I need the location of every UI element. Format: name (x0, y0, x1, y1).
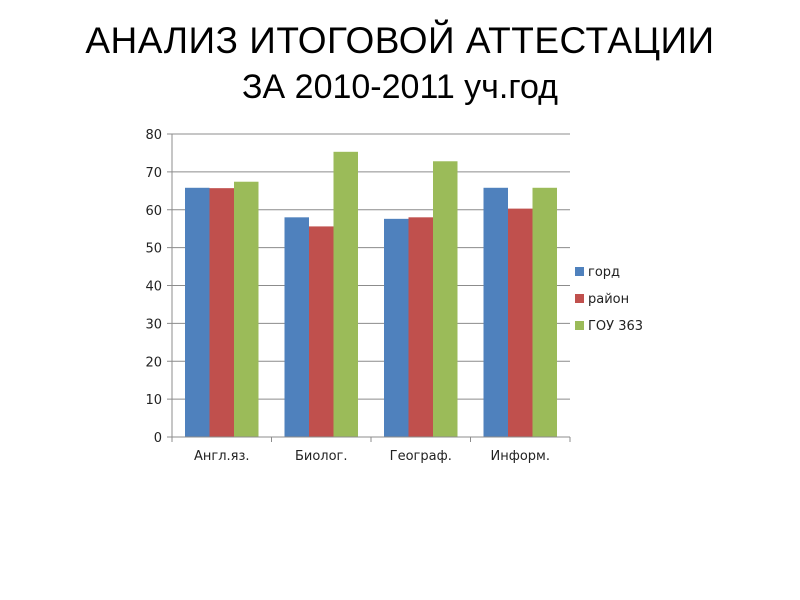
slide-title: АНАЛИЗ ИТОГОВОЙ АТТЕСТАЦИИ ЗА 2010-2011 … (0, 18, 800, 110)
bar-2-3 (408, 217, 433, 437)
title-line-1: АНАЛИЗ ИТОГОВОЙ АТТЕСТАЦИИ (85, 20, 715, 61)
bar-3-2 (333, 151, 358, 437)
bar-3-3 (433, 161, 458, 437)
x-category-label: Биолог. (295, 449, 348, 464)
bar-2-4 (508, 208, 533, 437)
bar-1-1 (185, 187, 210, 437)
bar-2-1 (209, 188, 234, 437)
x-category-label: Англ.яз. (194, 449, 250, 464)
y-tick-label: 10 (145, 393, 162, 408)
axes (171, 134, 571, 442)
y-tick-label: 0 (154, 431, 162, 446)
y-tick-label: 70 (145, 166, 162, 181)
bars (185, 151, 557, 437)
bar-2-2 (309, 226, 334, 437)
y-tick-label: 80 (145, 128, 162, 143)
title-line-2: ЗА 2010-2011 уч.год (242, 68, 558, 106)
x-axis-categories: Англ.яз. Биолог. Географ. Информ. (194, 449, 550, 464)
y-tick-label: 50 (145, 242, 162, 257)
legend-label: район (588, 292, 629, 307)
bar-1-3 (384, 218, 409, 437)
legend-swatch (575, 321, 584, 330)
legend-label: горд (588, 265, 620, 280)
bar-1-2 (284, 217, 309, 437)
bar-3-1 (234, 181, 259, 437)
y-axis-ticks: 0 10 20 30 40 50 60 70 80 (145, 128, 172, 446)
y-tick-label: 20 (145, 355, 162, 370)
y-tick-label: 40 (145, 280, 162, 295)
x-category-label: Информ. (491, 449, 550, 464)
bar-1-4 (483, 187, 508, 437)
legend: горд район ГОУ 363 (575, 265, 643, 334)
legend-swatch (575, 267, 584, 276)
legend-label: ГОУ 363 (588, 319, 643, 334)
y-tick-label: 60 (145, 204, 162, 219)
y-tick-label: 30 (145, 317, 162, 332)
x-category-label: Географ. (390, 449, 452, 464)
legend-swatch (575, 294, 584, 303)
bar-3-4 (532, 187, 557, 437)
